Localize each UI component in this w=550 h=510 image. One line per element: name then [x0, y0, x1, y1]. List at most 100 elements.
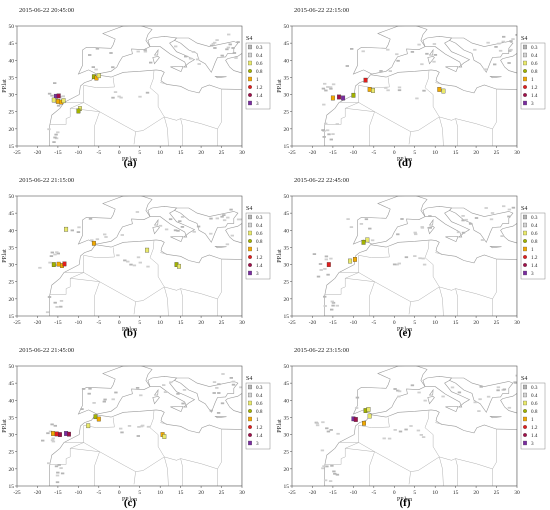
x-tick-label: -20 — [34, 490, 42, 496]
background-observation — [225, 243, 230, 246]
s4-point — [94, 75, 99, 81]
legend-label: 1.4 — [531, 93, 538, 99]
y-tick-label: 50 — [284, 364, 290, 370]
background-observation — [332, 470, 336, 473]
legend-swatch — [523, 222, 527, 228]
legend-label: 1 — [256, 417, 259, 423]
background-observation — [227, 33, 231, 36]
legend-swatch — [523, 270, 527, 276]
legend-swatch — [248, 93, 252, 97]
country-border — [439, 429, 497, 470]
background-observation — [326, 430, 331, 433]
x-tick-label: -5 — [97, 150, 102, 156]
plot-frame — [291, 365, 518, 487]
y-tick-label: 45 — [284, 381, 290, 387]
country-border — [358, 77, 390, 103]
background-observation — [422, 89, 426, 92]
background-observation — [500, 235, 504, 237]
background-observation — [346, 218, 350, 220]
background-observation — [331, 83, 336, 86]
coastline — [77, 26, 153, 75]
panel-timestamp: 2015-06-22 22:15:00 — [294, 7, 349, 14]
background-observation — [120, 431, 124, 434]
coastline — [170, 406, 184, 413]
x-tick-label: -10 — [350, 150, 358, 156]
y-tick-label: 15 — [284, 144, 290, 150]
legend-swatch — [248, 222, 252, 228]
background-observation — [176, 392, 180, 395]
map-land-layer — [314, 366, 517, 486]
background-observation — [55, 474, 60, 477]
legend-label: 1 — [531, 417, 534, 423]
legend-swatch — [523, 239, 527, 243]
background-observation — [354, 407, 359, 409]
background-observation — [509, 48, 513, 51]
x-tick-label: 0 — [118, 150, 121, 156]
country-border — [83, 417, 115, 443]
background-observation — [507, 62, 511, 64]
background-observation — [511, 38, 515, 40]
background-observation — [222, 214, 226, 216]
background-observation — [217, 383, 221, 386]
legend-swatch — [523, 60, 527, 66]
background-observation — [197, 63, 201, 65]
map-svg: 2015-06-22 22:45:00 -25 -20 -15 -10 -5 0 5 10 15 2… — [277, 177, 546, 339]
legend-label: 0.4 — [256, 393, 263, 399]
x-tick-label: 0 — [118, 320, 121, 326]
background-observation — [184, 55, 188, 58]
coastline — [422, 35, 471, 68]
map-land-layer — [47, 26, 242, 146]
background-observation — [54, 133, 58, 136]
background-observation — [126, 260, 130, 263]
coastline — [422, 205, 471, 238]
coastline — [225, 53, 242, 74]
background-observation — [428, 215, 432, 217]
background-observation — [507, 215, 511, 218]
s4-point — [56, 93, 61, 99]
background-observation — [329, 429, 333, 431]
background-observation — [414, 233, 418, 236]
background-observation — [355, 396, 360, 399]
panel-label: (e) — [399, 327, 412, 339]
legend-label: 3 — [256, 271, 259, 277]
country-border — [164, 89, 222, 130]
s4-point — [56, 261, 61, 267]
background-observation — [393, 388, 397, 390]
background-observation — [379, 70, 383, 72]
s4-point — [353, 257, 357, 262]
s4-point — [162, 434, 167, 439]
y-tick-label: 15 — [9, 484, 15, 490]
legend-swatch — [523, 85, 527, 89]
x-tick-label: 30 — [239, 490, 245, 496]
x-tick-label: -5 — [97, 490, 102, 496]
map-panel: 2015-06-22 20:45:00 -25 -20 -15 -10 -5 0 5 10 15 2… — [0, 0, 275, 170]
plot-frame — [16, 365, 243, 487]
background-observation — [158, 224, 163, 227]
country-border — [133, 131, 136, 145]
background-observation — [61, 95, 65, 98]
map-land-layer — [41, 366, 242, 486]
background-observation — [461, 215, 465, 217]
x-axis-label: PP.lon — [397, 157, 412, 163]
background-observation — [315, 422, 319, 425]
legend-label: 0.8 — [531, 409, 538, 415]
country-border — [160, 82, 167, 85]
background-observation — [384, 87, 388, 89]
x-tick-label: -15 — [54, 320, 62, 326]
background-observation — [396, 59, 400, 62]
background-observation — [48, 430, 53, 433]
panel-timestamp: 2015-06-22 21:15:00 — [19, 177, 74, 184]
s4-point — [371, 88, 375, 93]
background-observation — [364, 218, 369, 221]
panel-timestamp: 2015-06-22 21:45:00 — [19, 347, 74, 354]
x-tick-label: 20 — [473, 150, 479, 156]
legend-swatch — [248, 440, 252, 446]
background-observation — [104, 236, 108, 238]
background-observation — [386, 48, 390, 51]
background-observation — [350, 48, 354, 50]
legend-label: 1.2 — [531, 85, 538, 91]
coastline — [445, 406, 459, 413]
background-observation — [421, 436, 426, 438]
background-observation — [196, 225, 201, 228]
y-tick-label: 30 — [284, 263, 290, 269]
